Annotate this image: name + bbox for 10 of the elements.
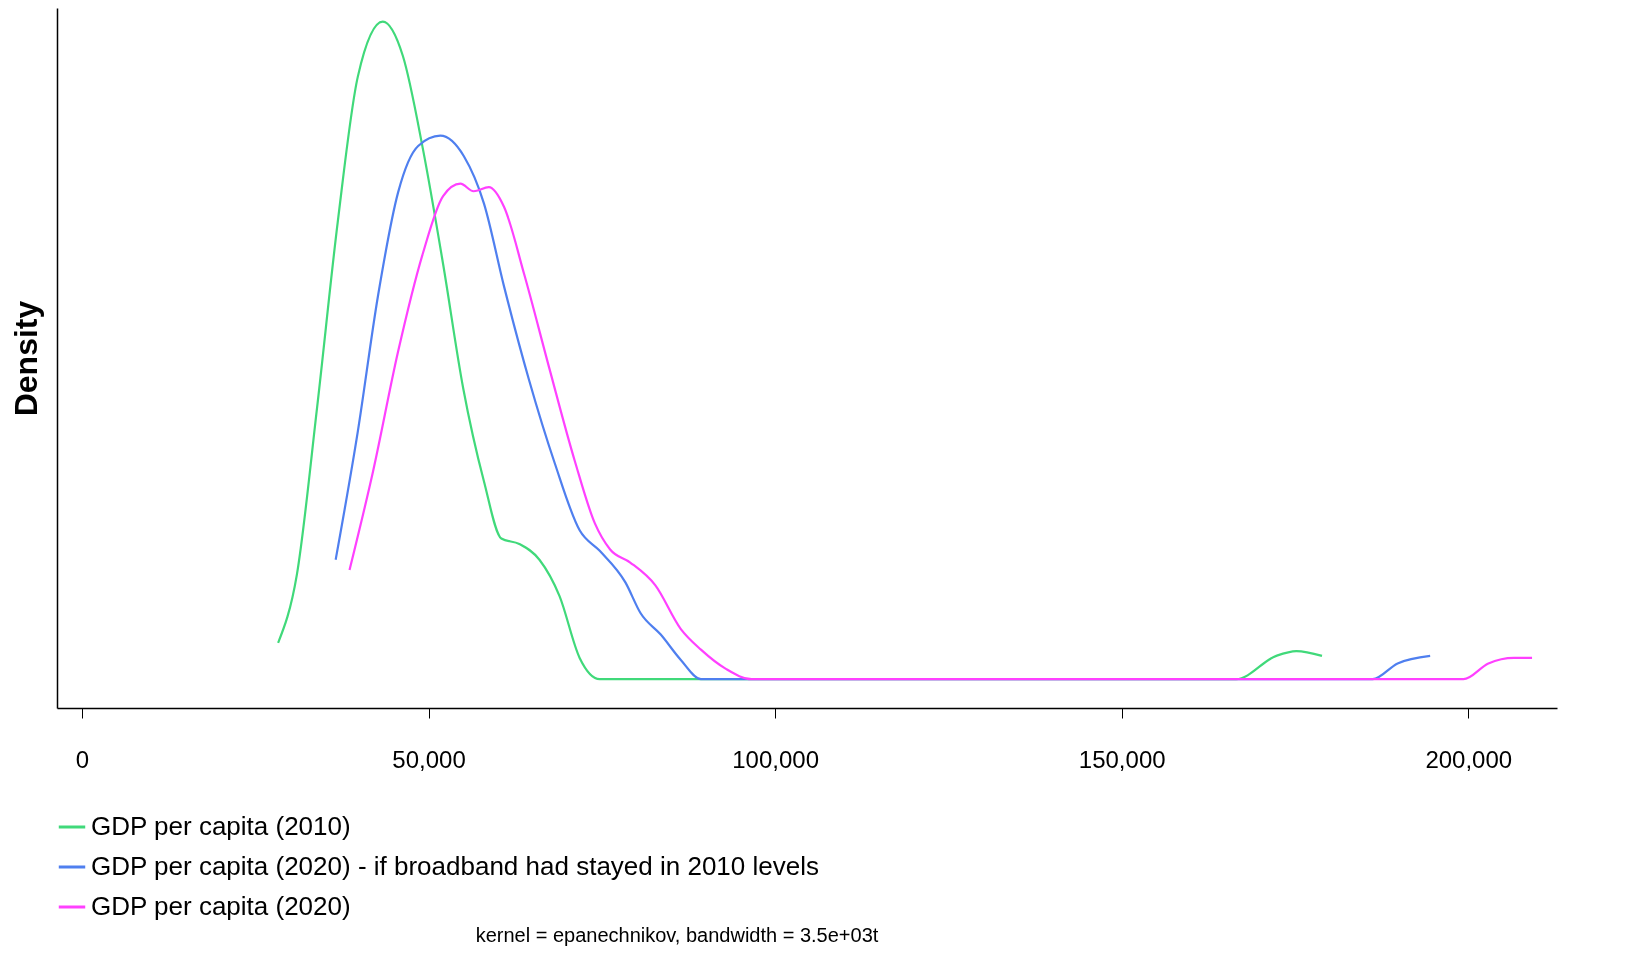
legend-label: GDP per capita (2010)	[91, 811, 351, 841]
x-tick-label: 0	[75, 745, 90, 773]
text: kernel = epanechnikov, bandwidth = 3.5e+03t	[475, 924, 879, 946]
x-tick-label: 100,000	[732, 745, 819, 773]
y-axis-title: Density	[7, 300, 44, 417]
x-tick-label: 150,000	[1078, 745, 1166, 773]
x-tick-label: 200,000	[1425, 745, 1513, 773]
legend-label: GDP per capita (2020)	[91, 891, 351, 921]
x-tick-label: 50,000	[392, 745, 466, 773]
legend-label: GDP per capita (2020) - if broadband had stayed in 2010 levels	[91, 851, 819, 881]
